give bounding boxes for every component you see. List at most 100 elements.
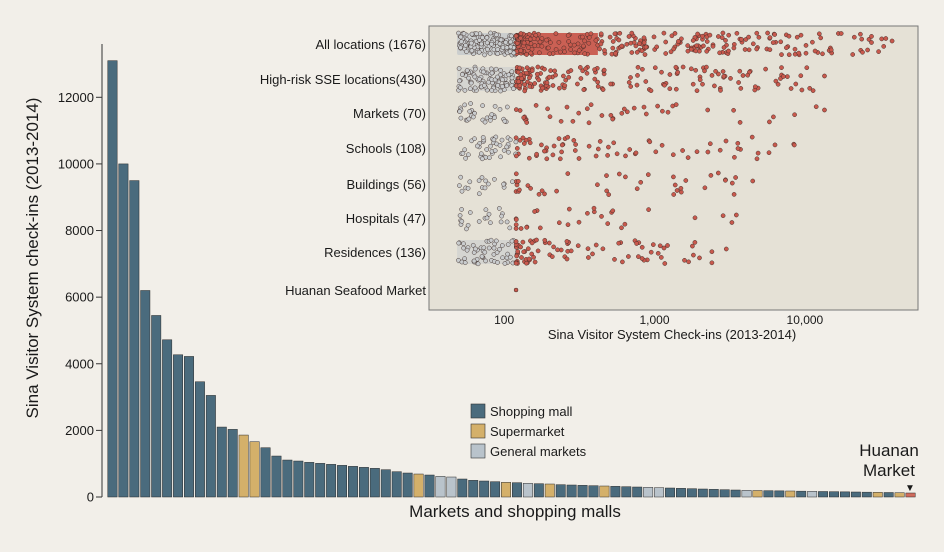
inset-point-high — [869, 34, 874, 39]
inset-point-high — [544, 37, 549, 43]
inset-point-low — [488, 220, 493, 226]
inset-point-high — [673, 64, 679, 70]
inset-point-low — [482, 119, 488, 125]
inset-point-high — [586, 120, 592, 126]
legend-swatch-supermarket — [470, 423, 486, 439]
inset-point-high — [535, 248, 541, 254]
inset-point-high — [588, 102, 594, 108]
inset-point-low — [495, 51, 501, 57]
inset-point-low — [458, 45, 463, 51]
bar-super — [238, 434, 249, 498]
inset-point-high — [665, 243, 670, 248]
inset-point-high — [513, 226, 519, 231]
inset-point-high — [611, 140, 617, 146]
inset-point-low — [458, 34, 464, 40]
inset-point-high — [702, 185, 708, 191]
bar-series — [107, 60, 916, 498]
inset-point-high — [645, 172, 651, 177]
inset-point-low — [500, 77, 505, 83]
inset-point-high — [766, 150, 772, 156]
inset-point-high — [737, 68, 743, 74]
inset-point-high — [739, 36, 744, 42]
inset-point-high — [700, 81, 705, 87]
inset-point-low — [492, 148, 498, 153]
inset-point-high — [532, 81, 538, 86]
inset-point-high — [866, 37, 872, 42]
inset-point-high — [513, 239, 519, 244]
inset-point-high — [767, 35, 773, 40]
inset-point-high — [721, 73, 727, 79]
inset-point-high — [565, 222, 571, 228]
inset-point-high — [850, 52, 856, 57]
inset-point-high — [746, 47, 752, 53]
inset-point-high — [735, 146, 741, 151]
inset-point-high — [650, 242, 656, 247]
inset-point-max — [822, 73, 827, 79]
inset-point-high — [881, 44, 887, 49]
inset-point-low — [470, 242, 476, 248]
inset-point-high — [654, 44, 660, 50]
inset-point-high — [559, 149, 564, 155]
bar-mall — [205, 395, 216, 498]
inset-point-high — [577, 65, 583, 70]
inset-point-low — [505, 242, 511, 247]
inset-point-low — [486, 245, 492, 251]
inset-point-high — [542, 66, 547, 72]
bar-super — [599, 485, 610, 498]
inset-point-high — [525, 246, 531, 252]
bar-super — [501, 482, 511, 498]
inset-point-high — [518, 244, 523, 250]
inset-point-low — [497, 142, 503, 148]
inset-point-high — [539, 142, 544, 148]
legend-swatch-mall — [470, 403, 486, 419]
inset-point-low — [472, 74, 478, 80]
inset-point-low — [483, 207, 489, 213]
inset-point-high — [715, 170, 721, 176]
inset-point-low — [501, 148, 507, 153]
inset-point-high — [562, 83, 568, 88]
inset-point-high — [736, 80, 741, 85]
bar-mall — [173, 354, 184, 498]
inset-point-low — [493, 66, 499, 72]
inset-point-high — [552, 68, 558, 74]
inset-point-high — [709, 249, 715, 255]
inset-point-high — [807, 85, 813, 91]
inset-point-high — [655, 250, 661, 256]
inset-point-low — [479, 175, 485, 180]
inset-point-low — [472, 246, 478, 252]
inset-point-low — [498, 37, 504, 43]
bar-mall — [402, 472, 413, 498]
bar-mall — [708, 489, 719, 498]
inset-point-high — [539, 36, 545, 41]
inset-point-low — [508, 39, 514, 45]
inset-point-low — [504, 104, 510, 110]
inset-point-high — [636, 254, 641, 259]
inset-point-high — [518, 48, 524, 53]
inset-point-high — [514, 253, 520, 259]
inset-point-high — [605, 153, 610, 158]
inset-point-high — [775, 81, 781, 87]
bar-mall — [818, 491, 829, 498]
bar-super — [894, 492, 905, 498]
inset-point-high — [521, 141, 527, 146]
inset-point-low — [484, 147, 490, 152]
inset-point-high — [623, 174, 628, 180]
inset-point-high — [565, 171, 571, 176]
inset-category-label: Schools (108) — [346, 141, 426, 156]
bar-mall — [665, 487, 675, 498]
inset-point-low — [480, 35, 485, 40]
inset-point-high — [563, 77, 569, 83]
inset-point-high — [661, 245, 667, 251]
inset-point-low — [462, 260, 468, 266]
inset-point-high — [709, 260, 715, 266]
inset-point-low — [467, 86, 473, 92]
inset-point-high — [617, 30, 623, 36]
inset-point-high — [721, 45, 727, 50]
inset-point-high — [742, 47, 748, 52]
inset-point-high — [672, 182, 678, 188]
inset-category-label: Hospitals (47) — [346, 211, 426, 226]
bar-mall — [730, 489, 741, 498]
inset-point-high — [786, 52, 792, 58]
inset-point-high — [565, 134, 571, 140]
inset-point-low — [498, 67, 503, 73]
